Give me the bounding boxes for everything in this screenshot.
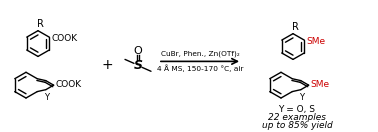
- Text: CuBr, Phen., Zn(OTf)₂: CuBr, Phen., Zn(OTf)₂: [161, 51, 239, 57]
- Text: 22 examples: 22 examples: [268, 113, 326, 122]
- Text: COOK: COOK: [56, 80, 82, 89]
- Text: COOK: COOK: [51, 34, 77, 43]
- Text: up to 85% yield: up to 85% yield: [262, 121, 332, 130]
- Text: Y: Y: [299, 93, 304, 102]
- Text: O: O: [134, 46, 143, 56]
- Text: 4 Å MS, 150-170 °C, air: 4 Å MS, 150-170 °C, air: [157, 64, 243, 72]
- Text: SMe: SMe: [311, 80, 330, 89]
- Text: SMe: SMe: [306, 37, 325, 46]
- Text: R: R: [291, 22, 299, 32]
- Text: S: S: [133, 59, 143, 72]
- Text: Y = O, S: Y = O, S: [279, 105, 316, 114]
- Text: +: +: [101, 58, 113, 72]
- Text: R: R: [37, 19, 43, 29]
- Text: Y: Y: [44, 93, 50, 102]
